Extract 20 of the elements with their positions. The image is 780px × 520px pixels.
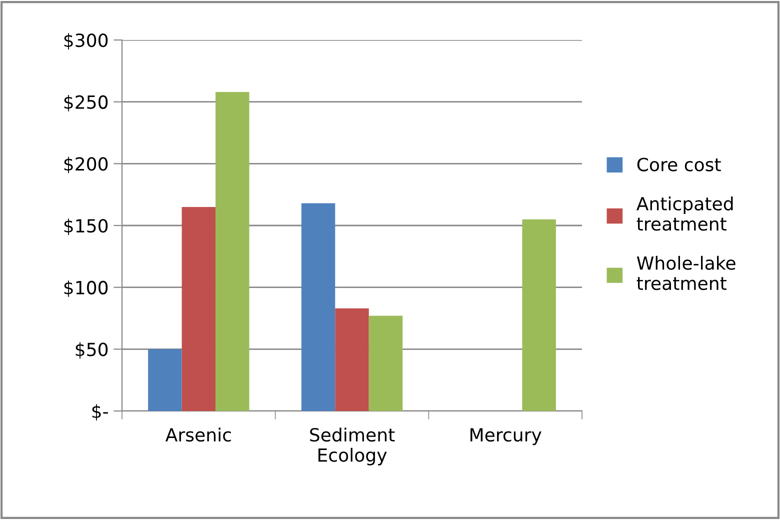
legend-label: Anticpated treatment [636, 196, 733, 231]
x-tick-label: Sediment Ecology [310, 428, 395, 466]
y-tick-label: $200 [64, 156, 108, 174]
legend-label: Whole-lake treatment [636, 256, 736, 290]
y-tick-label: $250 [64, 94, 108, 112]
bar [182, 206, 216, 411]
y-tick-label: $150 [64, 218, 108, 236]
x-tick-label: Mercury [470, 428, 542, 446]
legend-label: Core cost [637, 158, 721, 172]
y-tick-label: $50 [76, 342, 108, 359]
y-tick-label: $300 [64, 33, 108, 50]
y-tick-label: $100 [64, 280, 108, 297]
x-tick-label: Arsenic [165, 428, 231, 442]
bar [368, 316, 403, 411]
bar [335, 308, 369, 411]
bar [216, 92, 250, 411]
bar [301, 203, 336, 411]
bar [148, 349, 182, 411]
bar [522, 219, 556, 411]
y-tick-label: $- [92, 404, 108, 421]
